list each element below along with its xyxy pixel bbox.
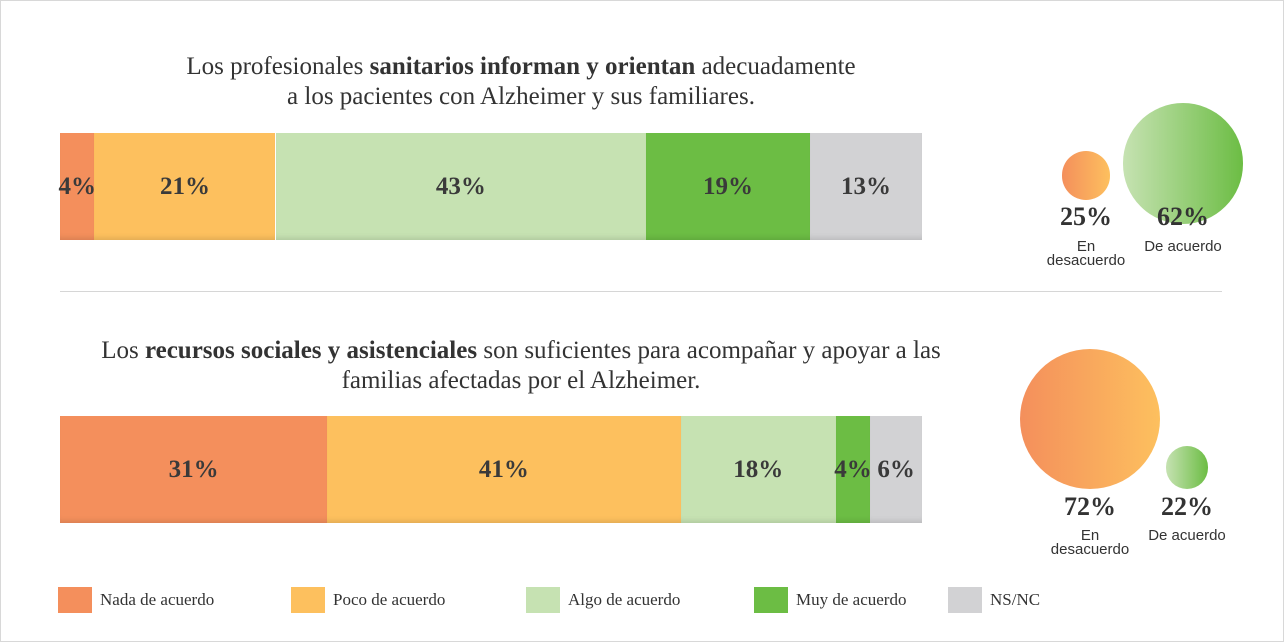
- value-label: 41%: [478, 455, 529, 483]
- bar-segment: 13%: [809, 133, 922, 240]
- legend-swatch: [948, 587, 982, 613]
- summary-value: 62%: [1157, 202, 1209, 231]
- legend-swatch: [291, 587, 325, 613]
- value-label: 4%: [58, 172, 96, 200]
- bar-segment: 43%: [275, 133, 647, 240]
- separator: [60, 291, 1222, 292]
- legend-swatch: [754, 587, 788, 613]
- legend-label: Muy de acuerdo: [796, 590, 907, 609]
- chart-title: Los recursos sociales y asistenciales so…: [81, 336, 961, 396]
- legend-swatch: [526, 587, 560, 613]
- summary-bubble: [1165, 446, 1209, 489]
- summary-bubble: [1019, 348, 1161, 489]
- legend-label: Algo de acuerdo: [568, 590, 681, 609]
- value-label: 13%: [840, 172, 891, 200]
- title-part: son suficientes para acompañar y apoyar …: [341, 337, 941, 394]
- summary-label: En desacuerdo: [1046, 238, 1126, 269]
- legend-label: NS/NC: [990, 590, 1041, 609]
- value-label: 31%: [168, 455, 219, 483]
- legend-label: Nada de acuerdo: [100, 590, 215, 609]
- legend-label: Poco de acuerdo: [333, 590, 446, 609]
- summary-bubble: [1061, 151, 1111, 200]
- title-part: Los profesionales: [186, 53, 370, 80]
- title-part: recursos sociales y asistenciales: [144, 337, 478, 364]
- bar-segment: 18%: [680, 416, 836, 523]
- value-label: 43%: [435, 172, 486, 200]
- summary-label: De acuerdo: [1144, 238, 1222, 255]
- bar-segment: 31%: [60, 416, 328, 523]
- summary-label: En desacuerdo: [1050, 527, 1130, 558]
- bar-segment: 4%: [58, 133, 96, 240]
- value-label: 6%: [877, 455, 915, 483]
- title-part: sanitarios informan y orientan: [369, 53, 696, 80]
- bar-segment: 4%: [834, 416, 872, 523]
- value-label: 18%: [733, 455, 784, 483]
- summary-value: 25%: [1060, 202, 1112, 231]
- chart-title: Los profesionales sanitarios informan y …: [181, 52, 861, 112]
- bar-segment: 41%: [327, 416, 681, 523]
- value-label: 4%: [834, 455, 872, 483]
- summary-value: 72%: [1064, 492, 1116, 521]
- bar-segment: 19%: [646, 133, 810, 240]
- title-part: adecuadamente a los pacientes con Alzhei…: [287, 53, 856, 110]
- summary-value: 22%: [1161, 492, 1213, 521]
- summary-bubble: [1122, 103, 1244, 224]
- bar-segment: 6%: [870, 416, 922, 523]
- legend-swatch: [58, 587, 92, 613]
- value-label: 19%: [703, 172, 754, 200]
- bar-segment: 21%: [94, 133, 276, 240]
- value-label: 21%: [159, 172, 210, 200]
- title-part: Los: [101, 337, 145, 364]
- summary-label: De acuerdo: [1148, 527, 1226, 544]
